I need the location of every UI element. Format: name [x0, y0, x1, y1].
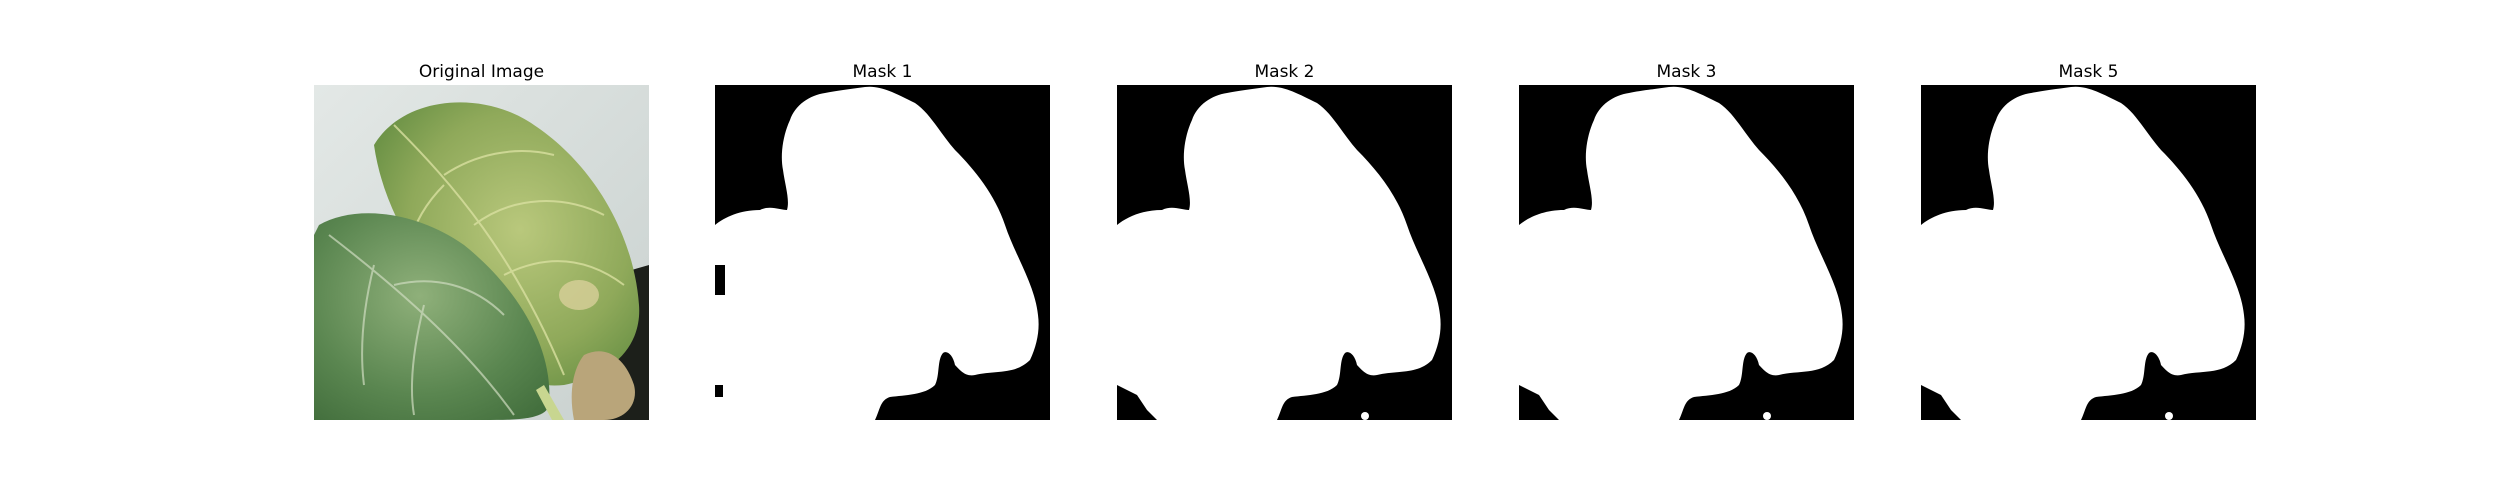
mask-image: [715, 85, 1050, 420]
mask-image: [1117, 85, 1452, 420]
panel-title: Mask 1: [852, 62, 913, 82]
mask-image: [1519, 85, 1854, 420]
panel-title: Mask 5: [2058, 62, 2119, 82]
original-photo: [314, 85, 649, 420]
panel-title: Original Image: [418, 62, 545, 82]
mask-image: [1921, 85, 2256, 420]
panel-title: Mask 3: [1656, 62, 1717, 82]
panel-title: Mask 2: [1254, 62, 1315, 82]
